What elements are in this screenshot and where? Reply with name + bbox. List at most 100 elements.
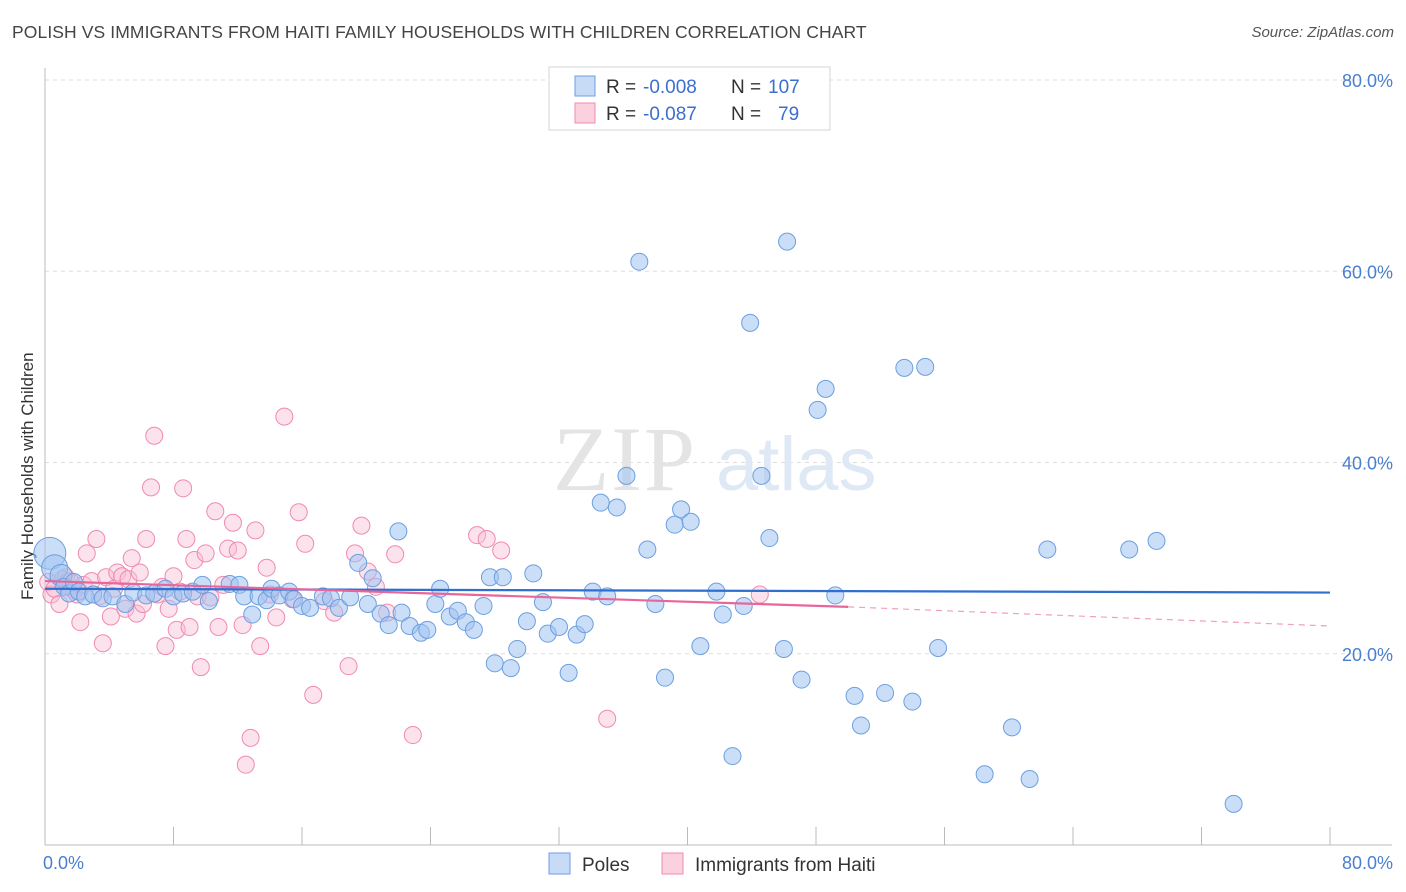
trend-lines: [44, 579, 1331, 627]
haiti-point: [403, 726, 422, 745]
haiti-point: [191, 658, 210, 677]
poles-point: [808, 400, 827, 419]
poles-point: [474, 596, 493, 615]
poles-point: [607, 498, 626, 517]
haiti-point: [750, 585, 769, 604]
legend-swatch-poles: [574, 75, 596, 97]
poles-point: [485, 654, 504, 673]
poles-point: [329, 598, 348, 617]
haiti-point: [122, 549, 141, 568]
y-tick-label-3: 80.0%: [1342, 71, 1393, 91]
legend-n-label-2: N =: [731, 104, 761, 125]
y-tick-labels: 20.0% 40.0% 60.0% 80.0%: [1342, 71, 1393, 665]
poles-point: [591, 493, 610, 512]
haiti-point: [185, 551, 204, 570]
legend-r-label-1: R =: [606, 77, 636, 98]
haiti-point: [296, 534, 315, 553]
poles-point: [713, 605, 732, 624]
poles-point: [1147, 531, 1166, 550]
poles-point: [389, 522, 408, 541]
poles-point: [646, 595, 665, 614]
haiti-point: [77, 544, 96, 563]
haiti-trend-extension: [848, 606, 1331, 627]
legend-top: R = -0.008 N = 107 R = -0.087 N = 79: [548, 66, 831, 131]
haiti-point: [251, 637, 270, 656]
haiti-point: [492, 541, 511, 560]
haiti-point: [598, 709, 617, 728]
x-tick-labels: 0.0% 80.0%: [43, 853, 1393, 873]
poles-point: [681, 512, 700, 531]
y-tick-label-1: 40.0%: [1342, 454, 1393, 474]
legend-n-value-1: 107: [768, 77, 800, 98]
poles-point: [752, 466, 771, 485]
legend-r-value-1: -0.008: [643, 77, 697, 98]
poles-point: [508, 639, 527, 658]
haiti-point: [71, 613, 90, 632]
axes: [44, 68, 1392, 846]
poles-point: [916, 357, 935, 376]
poles-point: [895, 358, 914, 377]
y-tick-label-0: 20.0%: [1342, 645, 1393, 665]
poles-point: [418, 620, 437, 639]
y-tick-label-2: 60.0%: [1342, 262, 1393, 282]
haiti-point: [257, 558, 276, 577]
haiti-point: [223, 513, 242, 532]
haiti-point: [339, 657, 358, 676]
watermark-atlas: atlas: [716, 422, 877, 507]
grid-lines: [45, 79, 1392, 655]
poles-point: [559, 663, 578, 682]
haiti-point: [156, 637, 175, 656]
poles-point: [349, 553, 368, 572]
poles-point: [199, 592, 218, 611]
watermark-zip: ZIP: [553, 408, 697, 510]
poles-point: [301, 598, 320, 617]
poles-point: [876, 683, 895, 702]
legend-bottom-label-poles: Poles: [582, 855, 630, 876]
legend-bottom: Poles Immigrants from Haiti: [548, 852, 876, 876]
legend-r-value-2: -0.087: [643, 104, 697, 125]
poles-point: [501, 659, 520, 678]
legend-swatch-haiti: [574, 102, 596, 124]
poles-point: [617, 466, 636, 485]
poles-point: [517, 612, 536, 631]
haiti-point: [130, 563, 149, 582]
legend-bottom-swatch-haiti: [661, 852, 684, 875]
poles-point: [929, 639, 948, 658]
poles-point: [598, 587, 617, 606]
poles-point: [792, 670, 811, 689]
poles-point: [723, 747, 742, 766]
watermark: ZIP atlas: [553, 408, 877, 510]
poles-point: [851, 716, 870, 735]
x-tick-label-min: 0.0%: [43, 853, 84, 873]
poles-point: [426, 595, 445, 614]
haiti-point: [241, 728, 260, 747]
poles-point: [665, 515, 684, 534]
poles-point: [1038, 540, 1057, 559]
chart-title: POLISH VS IMMIGRANTS FROM HAITI FAMILY H…: [12, 22, 867, 42]
poles-point: [778, 232, 797, 251]
haiti-point: [304, 685, 323, 704]
poles-point: [575, 615, 594, 634]
poles-point: [464, 620, 483, 639]
haiti-point: [87, 530, 106, 548]
haiti-point: [289, 503, 308, 522]
haiti-point: [93, 634, 112, 653]
poles-point: [524, 564, 543, 583]
legend-n-label-1: N =: [731, 77, 761, 98]
poles-point: [638, 540, 657, 559]
haiti-point: [206, 502, 225, 521]
poles-trend-line: [44, 587, 1331, 594]
haiti-point: [177, 530, 196, 548]
poles-point: [1224, 794, 1243, 813]
haiti-point: [246, 521, 265, 540]
poles-point: [363, 569, 382, 588]
poles-point: [656, 668, 675, 687]
poles-point: [358, 595, 377, 614]
poles-point: [493, 568, 512, 587]
haiti-point: [275, 407, 294, 426]
poles-point: [975, 765, 994, 784]
haiti-point: [236, 755, 255, 774]
haiti-point: [267, 608, 286, 627]
poles-point: [243, 605, 262, 624]
